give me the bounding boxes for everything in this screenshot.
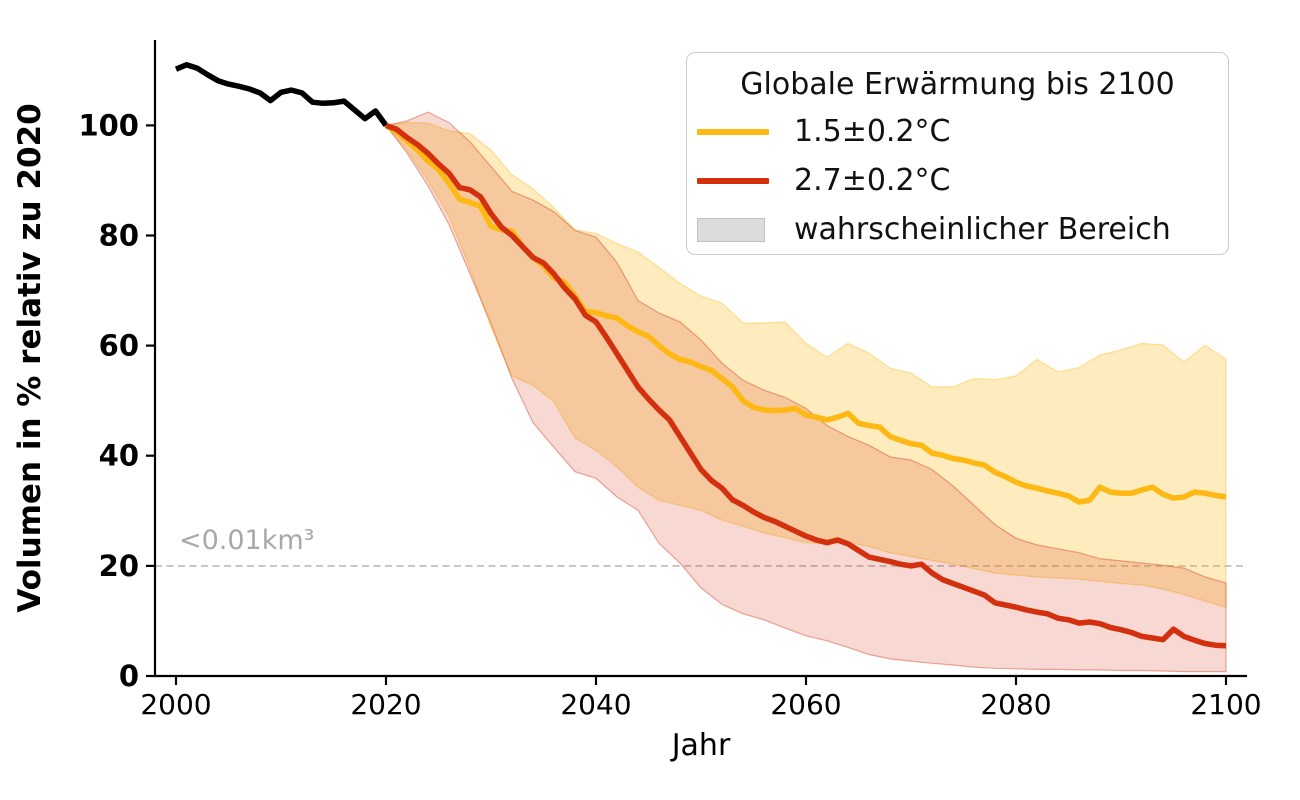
y-tick-label: 0	[119, 659, 139, 693]
legend-entry-range: wahrscheinlicher Bereich	[687, 205, 1228, 254]
legend-line-swatch-red	[697, 177, 769, 184]
threshold-annotation: <0.01km³	[179, 524, 315, 556]
y-tick-label: 100	[78, 108, 139, 142]
data-line-observed	[174, 62, 389, 128]
legend-title: Globale Erwärmung bis 2100	[740, 67, 1175, 102]
legend: Globale Erwärmung bis 2100 1.5±0.2°C 2.7…	[686, 52, 1229, 255]
y-tick-label: 80	[99, 219, 139, 253]
x-axis-title: Jahr	[671, 728, 731, 763]
x-tick-label: 2100	[1190, 688, 1261, 721]
legend-label-1p5: 1.5±0.2°C	[794, 114, 951, 149]
y-tick-label: 40	[99, 439, 139, 473]
legend-patch-swatch-gray	[697, 217, 765, 242]
legend-line-swatch-yellow	[697, 128, 769, 135]
y-axis-title: Volumen in % relativ zu 2020	[12, 103, 48, 613]
x-tick-label: 2000	[140, 688, 211, 721]
data-line-warming-2p7	[385, 122, 1227, 649]
x-tick-label: 2080	[980, 688, 1051, 721]
y-tick-label: 60	[99, 329, 139, 363]
legend-label-2p7: 2.7±0.2°C	[794, 163, 951, 198]
legend-entry-1p5: 1.5±0.2°C	[687, 107, 1228, 156]
x-tick-label: 2020	[350, 688, 421, 721]
legend-label-range: wahrscheinlicher Bereich	[794, 212, 1171, 247]
x-tick-label: 2040	[560, 688, 631, 721]
y-tick-label: 20	[99, 549, 139, 583]
legend-entry-2p7: 2.7±0.2°C	[687, 156, 1228, 205]
x-tick-label: 2060	[770, 688, 841, 721]
uncertainty-band-warming-2p7	[384, 111, 1227, 673]
uncertainty-band-warming-1p5	[384, 121, 1227, 608]
